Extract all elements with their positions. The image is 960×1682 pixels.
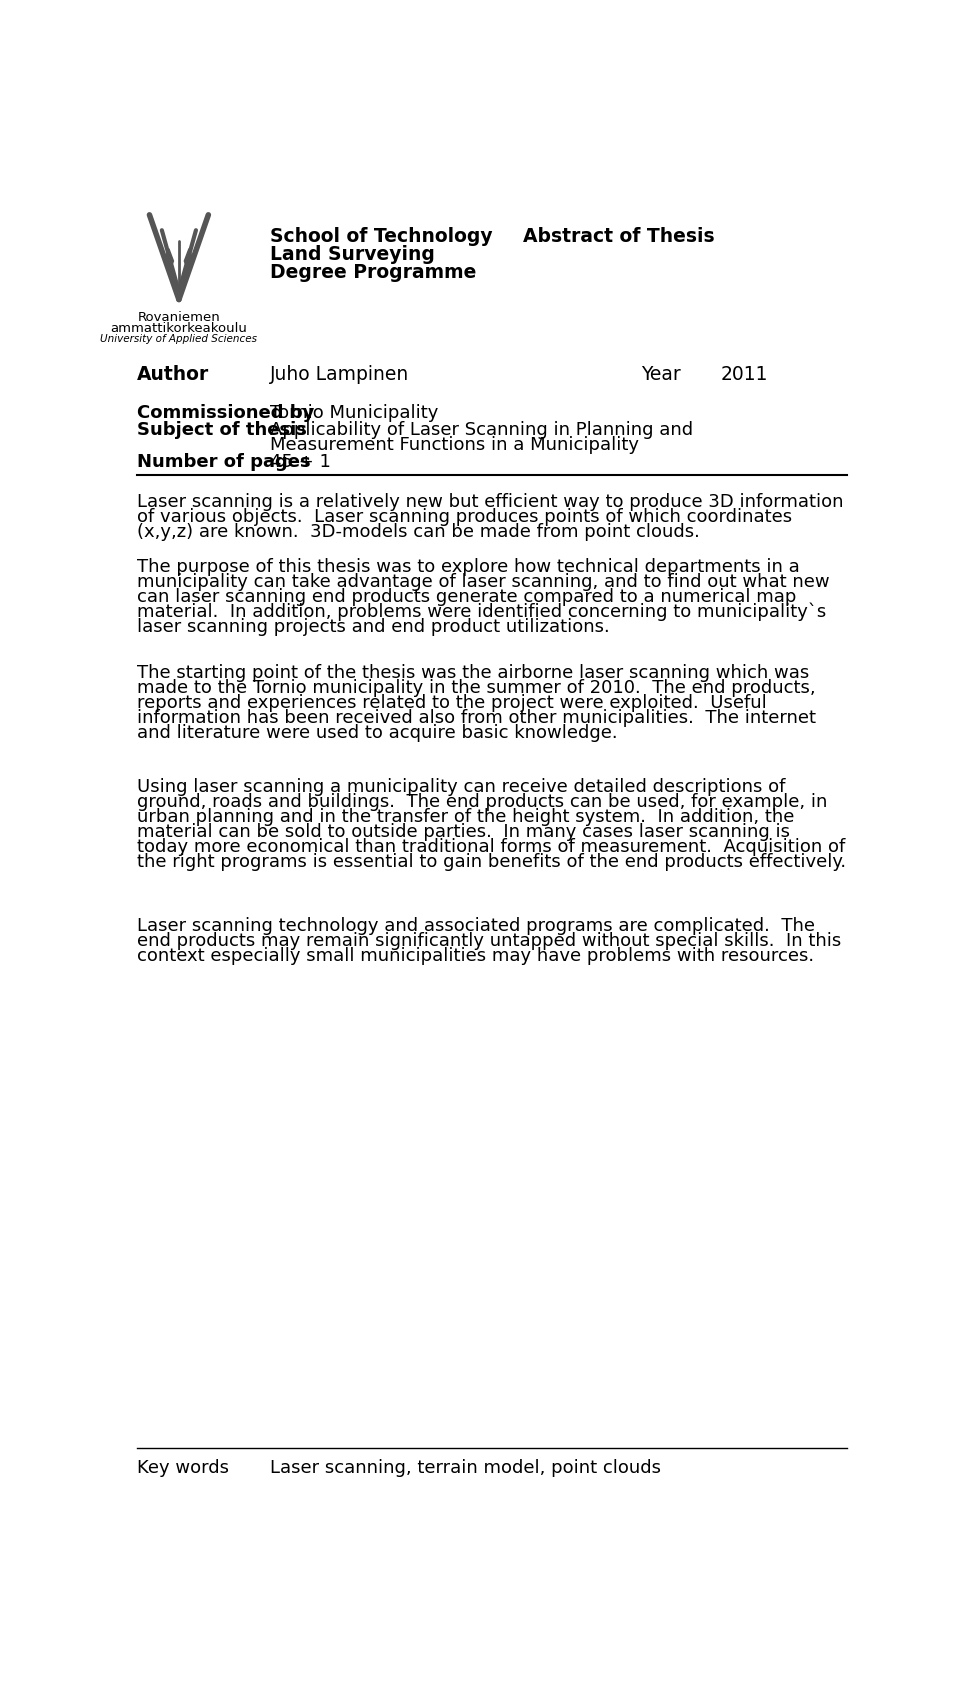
- Text: 2011: 2011: [721, 365, 768, 383]
- Text: can laser scanning end products generate compared to a numerical map: can laser scanning end products generate…: [137, 587, 797, 606]
- Text: and literature were used to acquire basic knowledge.: and literature were used to acquire basi…: [137, 723, 617, 742]
- Text: (x,y,z) are known.  3D-models can be made from point clouds.: (x,y,z) are known. 3D-models can be made…: [137, 523, 700, 540]
- Text: 45 + 1: 45 + 1: [270, 452, 330, 471]
- Text: reports and experiences related to the project were exploited.  Useful: reports and experiences related to the p…: [137, 693, 767, 711]
- Text: ammattikorkeakoulu: ammattikorkeakoulu: [110, 321, 248, 335]
- Text: today more economical than traditional forms of measurement.  Acquisition of: today more economical than traditional f…: [137, 838, 846, 856]
- Text: information has been received also from other municipalities.  The internet: information has been received also from …: [137, 708, 816, 727]
- Text: Commissioned by: Commissioned by: [137, 404, 315, 422]
- Text: material can be sold to outside parties.  In many cases laser scanning is: material can be sold to outside parties.…: [137, 822, 790, 841]
- Text: Tornio Municipality: Tornio Municipality: [270, 404, 438, 422]
- Text: Abstract of Thesis: Abstract of Thesis: [523, 227, 714, 246]
- Text: Land Surveying: Land Surveying: [270, 246, 435, 264]
- Text: Applicability of Laser Scanning in Planning and: Applicability of Laser Scanning in Plann…: [270, 420, 693, 439]
- Text: Number of pages: Number of pages: [137, 452, 311, 471]
- Text: ground, roads and buildings.  The end products can be used, for example, in: ground, roads and buildings. The end pro…: [137, 792, 828, 811]
- Text: Rovaniemen: Rovaniemen: [137, 311, 220, 325]
- Text: Degree Programme: Degree Programme: [270, 262, 476, 281]
- Text: material.  In addition, problems were identified concerning to municipality`s: material. In addition, problems were ide…: [137, 602, 827, 621]
- Text: The purpose of this thesis was to explore how technical departments in a: The purpose of this thesis was to explor…: [137, 557, 800, 575]
- Text: Subject of thesis: Subject of thesis: [137, 420, 307, 439]
- Text: of various objects.  Laser scanning produces points of which coordinates: of various objects. Laser scanning produ…: [137, 508, 792, 526]
- Text: Key words: Key words: [137, 1458, 229, 1475]
- Text: Author: Author: [137, 365, 209, 383]
- Text: municipality can take advantage of laser scanning, and to find out what new: municipality can take advantage of laser…: [137, 572, 829, 590]
- Text: Laser scanning, terrain model, point clouds: Laser scanning, terrain model, point clo…: [270, 1458, 660, 1475]
- Text: School of Technology: School of Technology: [270, 227, 492, 246]
- Text: laser scanning projects and end product utilizations.: laser scanning projects and end product …: [137, 617, 610, 636]
- Text: Laser scanning is a relatively new but efficient way to produce 3D information: Laser scanning is a relatively new but e…: [137, 493, 844, 511]
- Text: Year: Year: [641, 365, 681, 383]
- Text: University of Applied Sciences: University of Applied Sciences: [101, 333, 257, 343]
- Text: made to the Tornio municipality in the summer of 2010.  The end products,: made to the Tornio municipality in the s…: [137, 678, 816, 696]
- Text: end products may remain significantly untapped without special skills.  In this: end products may remain significantly un…: [137, 930, 841, 949]
- Text: context especially small municipalities may have problems with resources.: context especially small municipalities …: [137, 945, 814, 964]
- Polygon shape: [184, 249, 194, 274]
- Text: the right programs is essential to gain benefits of the end products effectively: the right programs is essential to gain …: [137, 853, 846, 871]
- Text: urban planning and in the transfer of the height system.  In addition, the: urban planning and in the transfer of th…: [137, 807, 795, 826]
- Text: Measurement Functions in a Municipality: Measurement Functions in a Municipality: [270, 436, 638, 454]
- Text: Juho Lampinen: Juho Lampinen: [270, 365, 409, 383]
- Text: Using laser scanning a municipality can receive detailed descriptions of: Using laser scanning a municipality can …: [137, 777, 785, 796]
- Text: The starting point of the thesis was the airborne laser scanning which was: The starting point of the thesis was the…: [137, 664, 809, 681]
- Polygon shape: [164, 249, 174, 274]
- Text: Laser scanning technology and associated programs are complicated.  The: Laser scanning technology and associated…: [137, 917, 815, 934]
